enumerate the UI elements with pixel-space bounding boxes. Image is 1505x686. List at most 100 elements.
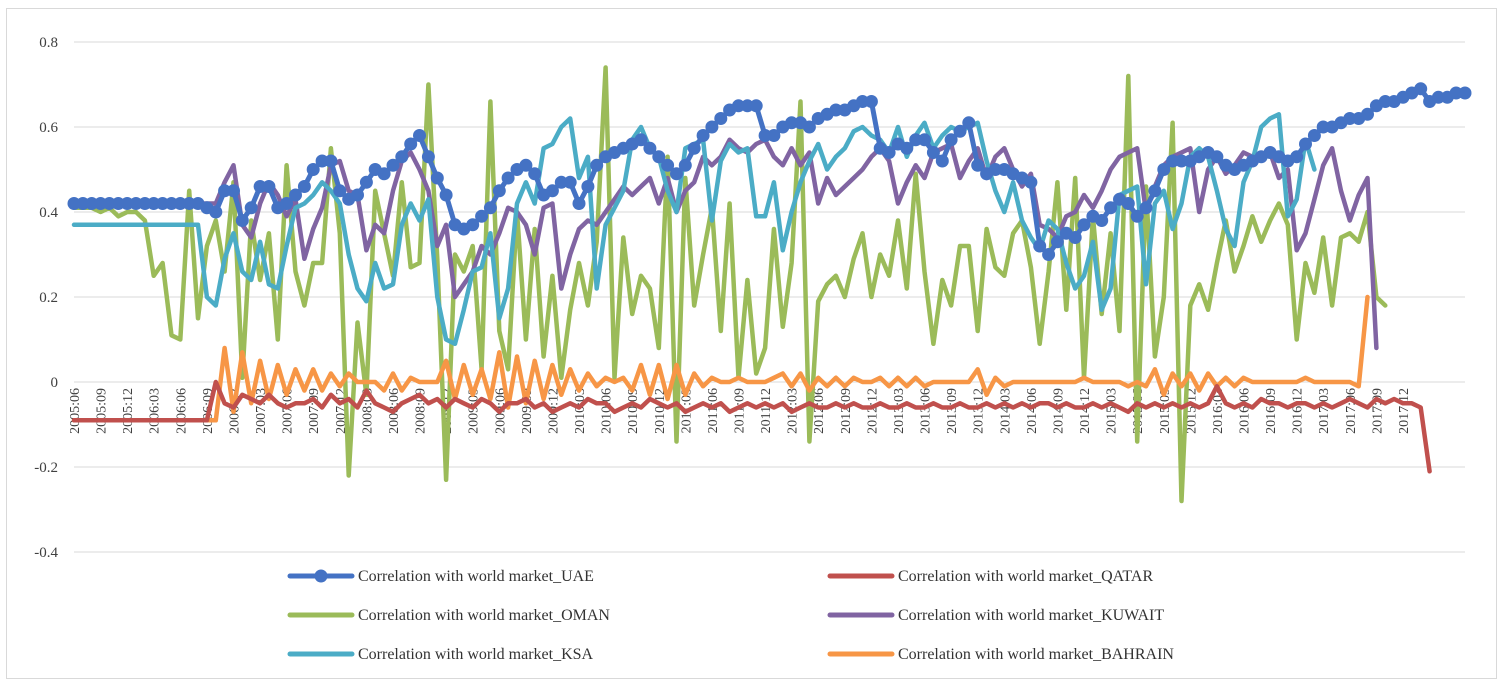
x-tick-label: 2017:06 (1344, 388, 1359, 434)
x-tick-label: 2012:12 (865, 388, 880, 434)
data-point (678, 158, 692, 172)
data-point (1210, 150, 1224, 164)
y-axis-ticks: 0.8 0.6 0.4 0.2 0 -0.2 -0.4 (34, 35, 58, 561)
data-point (421, 150, 435, 164)
data-point (1050, 235, 1064, 249)
data-point (306, 163, 320, 176)
data-point (404, 137, 418, 151)
data-point (802, 120, 816, 134)
x-tick-label: 2010:06 (600, 388, 615, 434)
legend-item: Correlation with world market_OMAN (287, 607, 610, 624)
data-point (785, 116, 799, 130)
legend-item: Correlation with world market_KSA (287, 646, 594, 663)
data-point (439, 188, 453, 202)
data-point (1104, 201, 1118, 215)
x-tick-label: 2010:03 (573, 388, 588, 434)
x-tick-label: 2005:06 (68, 388, 83, 434)
data-point (280, 197, 294, 210)
x-tick-label: 2011:09 (732, 388, 747, 433)
data-point (324, 154, 338, 168)
y-tick-label: 0 (51, 375, 59, 391)
data-point (687, 141, 701, 155)
data-point (1414, 82, 1428, 96)
data-point (156, 197, 170, 210)
data-point (262, 180, 276, 193)
data-point (643, 141, 657, 155)
series-line (71, 294, 1370, 423)
series-1 (71, 379, 1432, 474)
x-tick-label: 2017:03 (1317, 388, 1332, 434)
data-point (670, 167, 683, 181)
data-point (1033, 239, 1047, 253)
data-point (1166, 154, 1180, 168)
data-point (475, 209, 489, 223)
x-tick-label: 2006:06 (174, 388, 189, 434)
data-point (749, 99, 763, 113)
data-point (944, 133, 958, 147)
x-tick-label: 2014:12 (1078, 388, 1093, 434)
data-point (1299, 137, 1312, 151)
x-tick-label: 2012:09 (839, 388, 854, 434)
data-point (1307, 129, 1321, 142)
data-point (935, 154, 949, 168)
legend-label: Correlation with world market_UAE (358, 568, 594, 585)
data-point (634, 133, 648, 147)
data-point (953, 124, 967, 138)
legend-item: Correlation with world market_UAE (287, 568, 594, 585)
data-point (1024, 175, 1038, 189)
data-point (173, 197, 187, 210)
x-tick-label: 2006:03 (148, 388, 163, 434)
data-point (483, 201, 497, 215)
x-tick-label: 2016:09 (1264, 388, 1279, 434)
x-tick-label: 2014:03 (998, 388, 1013, 434)
data-point (85, 197, 99, 210)
data-point (581, 180, 595, 193)
data-point (767, 129, 781, 142)
data-point (333, 184, 347, 198)
legend: Correlation with world market_UAE Correla… (287, 568, 1174, 663)
series-lines (67, 65, 1472, 504)
data-point (732, 99, 745, 113)
data-point (1449, 86, 1463, 100)
data-point (147, 197, 161, 210)
data-point (359, 175, 373, 189)
data-point (1431, 90, 1445, 104)
data-point (102, 197, 116, 210)
data-point (1121, 197, 1135, 210)
data-point (501, 171, 515, 185)
data-point (1343, 112, 1357, 125)
data-point (962, 116, 976, 130)
data-point (1077, 218, 1091, 232)
data-point (705, 120, 719, 134)
x-tick-label: 2017:12 (1397, 388, 1412, 434)
data-point (528, 167, 542, 181)
legend-label: Correlation with world market_BAHRAIN (898, 646, 1174, 663)
data-point (864, 95, 878, 108)
data-point (297, 180, 311, 193)
x-tick-label: 2010:09 (626, 388, 641, 434)
x-tick-label: 2015:03 (1105, 388, 1120, 434)
data-point (1361, 107, 1374, 121)
y-tick-label: 0.8 (39, 35, 58, 51)
legend-marker (314, 569, 328, 583)
legend-label: Correlation with world market_OMAN (358, 607, 610, 624)
legend-item: Correlation with world market_QATAR (827, 568, 1153, 585)
y-tick-label: 0.4 (39, 205, 58, 221)
data-point (386, 158, 400, 172)
data-point (572, 197, 586, 210)
data-point (209, 205, 223, 219)
x-tick-label: 2016:06 (1238, 388, 1253, 434)
x-axis-ticks: 2005:06 2005:09 2005:12 2006:03 2006:06 2006:… (68, 388, 1412, 434)
data-point (235, 214, 249, 227)
x-tick-label: 2005:09 (95, 388, 110, 434)
data-point (430, 171, 444, 185)
x-tick-label: 2011:12 (759, 388, 774, 433)
x-tick-label: 2014:06 (1025, 388, 1040, 434)
data-point (988, 163, 1002, 176)
data-point (918, 133, 931, 147)
data-point (714, 112, 728, 125)
data-point (395, 150, 409, 164)
legend-label: Correlation with world market_KUWAIT (898, 607, 1164, 624)
data-point (1148, 184, 1162, 198)
